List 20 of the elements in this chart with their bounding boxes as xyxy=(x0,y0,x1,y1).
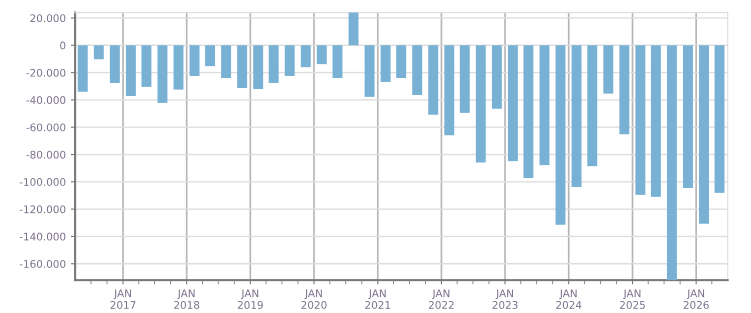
x-tick-label: JAN 2023 xyxy=(492,289,518,309)
y-tick-label: -140.000 xyxy=(20,232,66,241)
y-tick-label: -40.000 xyxy=(26,96,66,104)
x-tick-label: JAN 2017 xyxy=(110,289,136,309)
y-tick-label: -160.000 xyxy=(20,260,66,268)
y-tick-label: -20.000 xyxy=(26,68,66,77)
x-tick-label: JAN 2018 xyxy=(174,289,200,309)
x-tick-label: JAN 2025 xyxy=(620,289,645,309)
y-tick-label: 0 xyxy=(60,42,66,50)
x-tick-label: JAN 2026 xyxy=(684,289,709,309)
y-tick-label: 20.000 xyxy=(30,14,66,22)
x-tick-label: JAN 2020 xyxy=(301,289,327,309)
x-tick-label: JAN 2021 xyxy=(365,289,390,309)
y-tick-label: -60.000 xyxy=(26,123,66,132)
y-tick-label: -100.000 xyxy=(20,178,66,186)
x-tick-label: JAN 2019 xyxy=(238,289,263,309)
x-tick-label: JAN 2024 xyxy=(556,289,582,309)
y-tick-label: -80.000 xyxy=(26,150,66,159)
y-tick-label: -120.000 xyxy=(20,205,66,214)
x-tick-label: JAN 2022 xyxy=(428,289,454,309)
